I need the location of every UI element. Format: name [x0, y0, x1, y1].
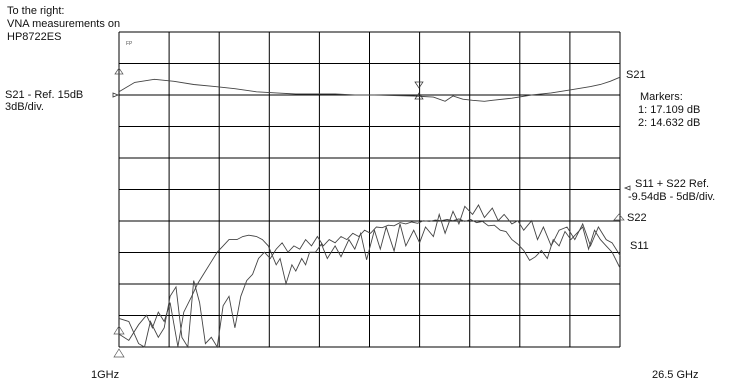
- series-label-s21: S21: [626, 69, 646, 81]
- plot-grid: [118, 31, 621, 348]
- marker-2-readout: 2: 14.632 dB: [638, 117, 700, 129]
- marker-1-readout: 1: 17.109 dB: [638, 104, 700, 116]
- series-line-s11: [118, 218, 621, 349]
- series-line-s22: [118, 204, 621, 347]
- marker-1-icon: [414, 81, 424, 89]
- header-line-1: To the right:: [7, 5, 64, 17]
- s21-scale-label: S21 - Ref. 15dB: [5, 89, 83, 101]
- markers-title: Markers:: [640, 91, 683, 103]
- x-tick-stop: 26.5 GHz: [652, 369, 698, 381]
- header-line-2: VNA measurements on: [7, 18, 120, 30]
- header-line-3: HP8722ES: [7, 31, 61, 43]
- series-label-s11: S11: [630, 240, 649, 252]
- s11-s22-ref-pointer: [623, 185, 631, 191]
- s11-s22-scale-label: S11 + S22 Ref.: [635, 178, 709, 190]
- s21-scale-per-div: 3dB/div.: [5, 101, 44, 113]
- stop-marker-icon: [613, 213, 625, 221]
- series-label-s22: S22: [627, 212, 647, 224]
- s11-s22-scale-per-div: -9.54dB - 5dB/div.: [628, 191, 715, 203]
- start-marker-icon: [113, 67, 125, 358]
- plot-tag: FP: [126, 41, 133, 47]
- marker-2-icon: [414, 92, 424, 100]
- series-line-s21: [118, 76, 621, 102]
- s21-ref-pointer: [112, 92, 120, 98]
- x-tick-start: 1GHz: [91, 369, 119, 381]
